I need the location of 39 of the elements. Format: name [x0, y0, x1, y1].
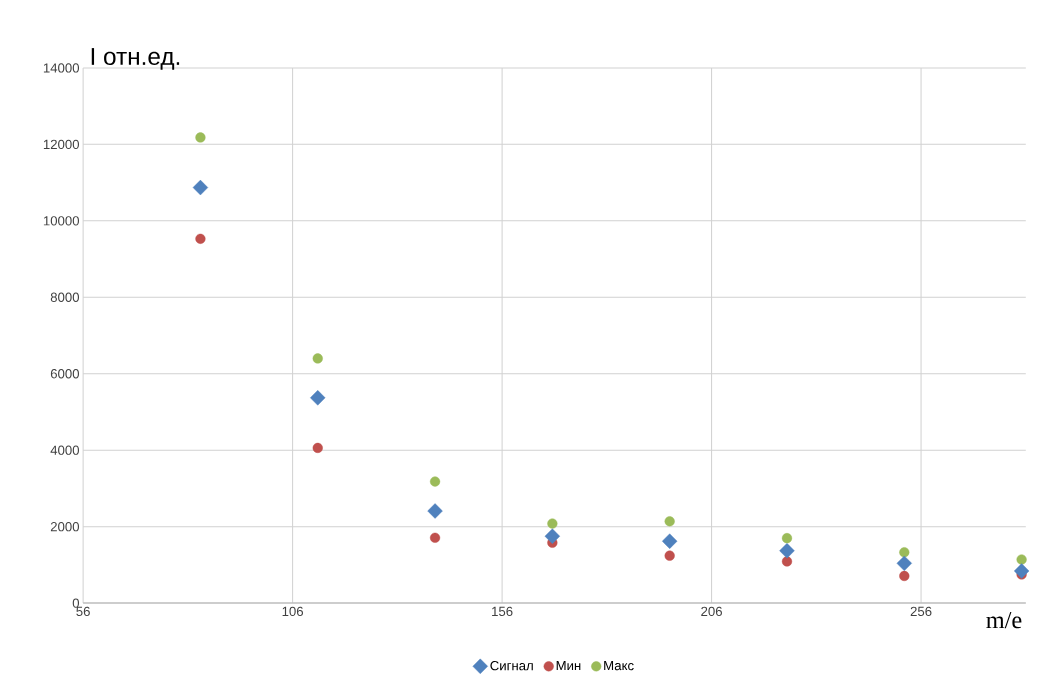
point [312, 442, 323, 453]
y-tick-label: 14000 [43, 63, 80, 73]
point [1016, 554, 1027, 565]
legend-label: Макс [604, 660, 634, 671]
point [429, 532, 441, 543]
x-tick-label: 106 [282, 606, 304, 616]
point [427, 503, 443, 519]
y-tick-label: 12000 [43, 139, 80, 149]
point [664, 550, 675, 561]
point [547, 518, 558, 529]
point [310, 390, 326, 406]
point [195, 233, 206, 244]
point [429, 476, 441, 487]
point [1013, 563, 1030, 579]
x-tick-label: 256 [910, 606, 932, 616]
x-tick-label: 156 [492, 606, 513, 616]
y-tick-label: 2000 [50, 521, 80, 532]
y-tick-label: 6000 [50, 368, 80, 379]
x-tick-label: 206 [701, 606, 722, 616]
point [779, 542, 795, 559]
y-tick-label: 4000 [50, 445, 80, 455]
point [896, 555, 912, 571]
x-axis-title: m/e [986, 611, 1022, 629]
y-tick-label: 0 [72, 598, 80, 608]
point [195, 132, 206, 143]
point [899, 547, 910, 558]
x-tick-label: 56 [76, 606, 90, 616]
legend-label: Мин [556, 660, 581, 670]
point [781, 532, 793, 544]
point [899, 570, 910, 581]
point [664, 516, 675, 527]
y-tick-label: 10000 [43, 216, 80, 226]
point [192, 179, 209, 196]
y-tick-label: 8000 [50, 292, 80, 302]
point [544, 528, 561, 544]
y-axis-title: I отн.ед. [91, 48, 180, 70]
point [312, 353, 323, 364]
legend-label: Сигнал [490, 660, 533, 671]
point [662, 533, 678, 549]
